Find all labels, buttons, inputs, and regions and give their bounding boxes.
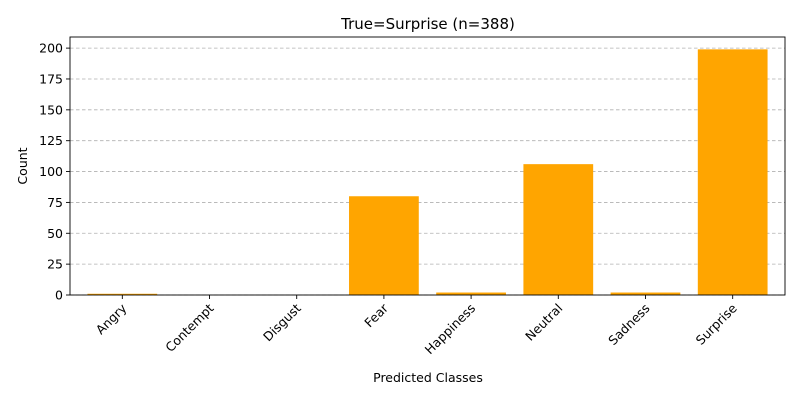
x-tick-label-sadness: Sadness [605,301,652,348]
y-tick-label: 75 [47,195,63,210]
x-tick-label-disgust: Disgust [260,300,304,344]
x-tick-label-angry: Angry [93,300,130,337]
y-tick-label: 150 [39,102,63,117]
bar-happiness [436,292,506,295]
y-tick-label: 50 [47,226,63,241]
x-tick-label-happiness: Happiness [422,301,479,358]
y-tick-label: 200 [39,41,63,56]
bar-fear [349,196,419,295]
y-axis-ticks: 0 25 50 75 100 125 150 175 200 [39,41,70,303]
bar-neutral [523,164,594,295]
bar-surprise [697,49,768,295]
y-tick-label: 25 [47,257,63,272]
y-axis-label: Count [15,147,30,184]
y-tick-label: 175 [39,71,63,86]
chart-title: True=Surprise (n=388) [340,15,515,33]
y-tick-label: 0 [55,288,63,303]
y-tick-label: 125 [39,133,63,148]
x-tick-label-fear: Fear [361,300,391,330]
x-tick-label-surprise: Surprise [693,300,740,347]
bars [87,49,768,295]
bar-sadness [610,292,681,295]
x-axis-label: Predicted Classes [373,370,483,385]
x-tick-label-neutral: Neutral [522,301,565,344]
x-tick-label-contempt: Contempt [162,300,216,354]
gridlines [70,47,785,296]
y-tick-label: 100 [39,164,63,179]
bar-angry [87,293,158,295]
x-axis-ticks: Angry Contempt Disgust Fear Happiness Neutral… [93,295,740,357]
plot-frame [69,36,786,296]
